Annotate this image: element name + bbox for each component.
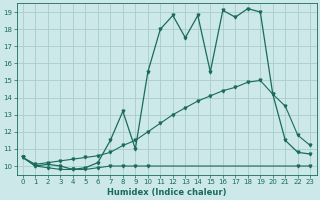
X-axis label: Humidex (Indice chaleur): Humidex (Indice chaleur) (107, 188, 226, 197)
